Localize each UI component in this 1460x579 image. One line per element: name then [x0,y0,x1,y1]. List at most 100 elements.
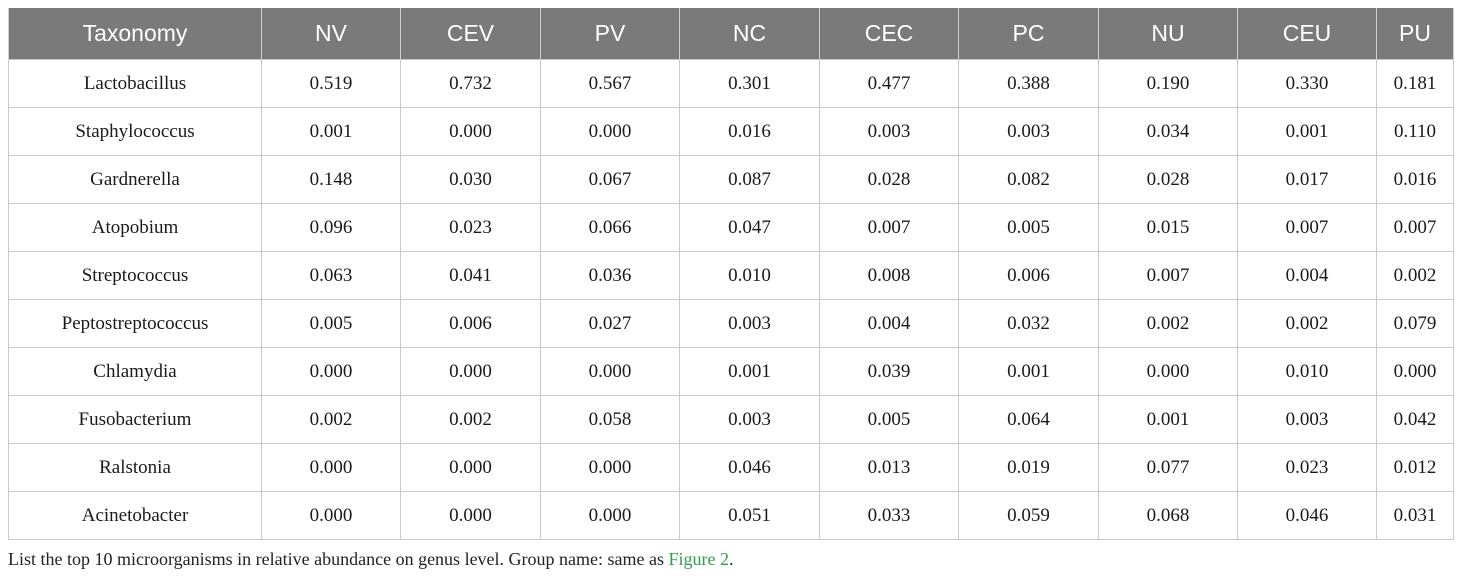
abundance-cell: 0.051 [679,491,820,540]
abundance-cell: 0.190 [1098,59,1238,108]
abundance-cell: 0.079 [1376,299,1454,348]
abundance-cell: 0.007 [1098,251,1238,300]
taxonomy-cell: Ralstonia [8,443,262,492]
abundance-cell: 0.002 [400,395,541,444]
abundance-cell: 0.732 [400,59,541,108]
abundance-cell: 0.039 [819,347,959,396]
abundance-cell: 0.007 [1237,203,1377,252]
table-body: Lactobacillus 0.519 0.732 0.567 0.301 0.477 0.… [8,59,1454,540]
abundance-cell: 0.003 [819,107,959,156]
taxonomy-cell: Gardnerella [8,155,262,204]
abundance-cell: 0.000 [540,107,680,156]
abundance-cell: 0.082 [958,155,1099,204]
abundance-cell: 0.006 [400,299,541,348]
abundance-cell: 0.007 [819,203,959,252]
abundance-cell: 0.001 [679,347,820,396]
abundance-cell: 0.059 [958,491,1099,540]
abundance-cell: 0.000 [261,443,401,492]
abundance-cell: 0.001 [261,107,401,156]
column-header-nv: NV [261,8,401,60]
taxonomy-cell: Staphylococcus [8,107,262,156]
abundance-cell: 0.110 [1376,107,1454,156]
abundance-cell: 0.000 [540,491,680,540]
table-row: Acinetobacter 0.000 0.000 0.000 0.051 0.033 0.… [8,491,1454,540]
table-row: Atopobium 0.096 0.023 0.066 0.047 0.007 0.005 0… [8,203,1454,252]
abundance-cell: 0.010 [1237,347,1377,396]
taxonomy-cell: Fusobacterium [8,395,262,444]
abundance-cell: 0.042 [1376,395,1454,444]
abundance-cell: 0.006 [958,251,1099,300]
column-header-taxonomy: Taxonomy [8,8,262,60]
taxonomy-cell: Atopobium [8,203,262,252]
abundance-cell: 0.001 [1098,395,1238,444]
abundance-cell: 0.000 [540,347,680,396]
abundance-cell: 0.023 [1237,443,1377,492]
abundance-cell: 0.002 [1376,251,1454,300]
abundance-cell: 0.015 [1098,203,1238,252]
abundance-cell: 0.005 [819,395,959,444]
table-row: Gardnerella 0.148 0.030 0.067 0.087 0.028 0.08… [8,155,1454,204]
abundance-cell: 0.096 [261,203,401,252]
abundance-cell: 0.000 [400,107,541,156]
abundance-cell: 0.000 [261,347,401,396]
abundance-cell: 0.000 [540,443,680,492]
column-header-ceu: CEU [1237,8,1377,60]
table-row: Chlamydia 0.000 0.000 0.000 0.001 0.039 0.001 0… [8,347,1454,396]
abundance-cell: 0.077 [1098,443,1238,492]
table-row: Fusobacterium 0.002 0.002 0.058 0.003 0.005 0.… [8,395,1454,444]
abundance-cell: 0.016 [679,107,820,156]
taxonomy-cell: Lactobacillus [8,59,262,108]
abundance-cell: 0.010 [679,251,820,300]
abundance-cell: 0.063 [261,251,401,300]
abundance-cell: 0.330 [1237,59,1377,108]
abundance-cell: 0.041 [400,251,541,300]
abundance-cell: 0.002 [1237,299,1377,348]
abundance-cell: 0.068 [1098,491,1238,540]
table-row: Lactobacillus 0.519 0.732 0.567 0.301 0.477 0.… [8,59,1454,108]
abundance-table: Taxonomy NV CEV PV NC CEC PC NU CEU PU Lactobacil… [8,8,1454,540]
abundance-cell: 0.001 [958,347,1099,396]
abundance-cell: 0.013 [819,443,959,492]
abundance-cell: 0.000 [400,491,541,540]
figure-2-link[interactable]: Figure 2 [668,549,730,569]
abundance-cell: 0.003 [958,107,1099,156]
abundance-cell: 0.000 [400,443,541,492]
abundance-cell: 0.477 [819,59,959,108]
abundance-cell: 0.005 [261,299,401,348]
taxonomy-cell: Chlamydia [8,347,262,396]
abundance-cell: 0.036 [540,251,680,300]
abundance-cell: 0.034 [1098,107,1238,156]
abundance-cell: 0.046 [679,443,820,492]
abundance-cell: 0.001 [1237,107,1377,156]
abundance-cell: 0.016 [1376,155,1454,204]
column-header-nc: NC [679,8,820,60]
abundance-cell: 0.032 [958,299,1099,348]
abundance-cell: 0.000 [400,347,541,396]
abundance-cell: 0.000 [261,491,401,540]
abundance-cell: 0.033 [819,491,959,540]
header-row: Taxonomy NV CEV PV NC CEC PC NU CEU PU [8,8,1454,60]
abundance-cell: 0.066 [540,203,680,252]
abundance-cell: 0.003 [679,395,820,444]
abundance-cell: 0.519 [261,59,401,108]
abundance-cell: 0.388 [958,59,1099,108]
abundance-cell: 0.003 [1237,395,1377,444]
abundance-cell: 0.030 [400,155,541,204]
taxonomy-cell: Peptostreptococcus [8,299,262,348]
abundance-cell: 0.087 [679,155,820,204]
abundance-cell: 0.000 [1376,347,1454,396]
column-header-cev: CEV [400,8,541,60]
caption-text: List the top 10 microorganisms in relati… [8,549,669,569]
abundance-cell: 0.064 [958,395,1099,444]
abundance-cell: 0.027 [540,299,680,348]
taxonomy-cell: Acinetobacter [8,491,262,540]
abundance-cell: 0.181 [1376,59,1454,108]
table-caption: List the top 10 microorganisms in relati… [8,549,734,570]
abundance-cell: 0.028 [819,155,959,204]
column-header-pc: PC [958,8,1099,60]
abundance-cell: 0.301 [679,59,820,108]
abundance-cell: 0.004 [1237,251,1377,300]
abundance-cell: 0.017 [1237,155,1377,204]
abundance-cell: 0.005 [958,203,1099,252]
abundance-cell: 0.007 [1376,203,1454,252]
